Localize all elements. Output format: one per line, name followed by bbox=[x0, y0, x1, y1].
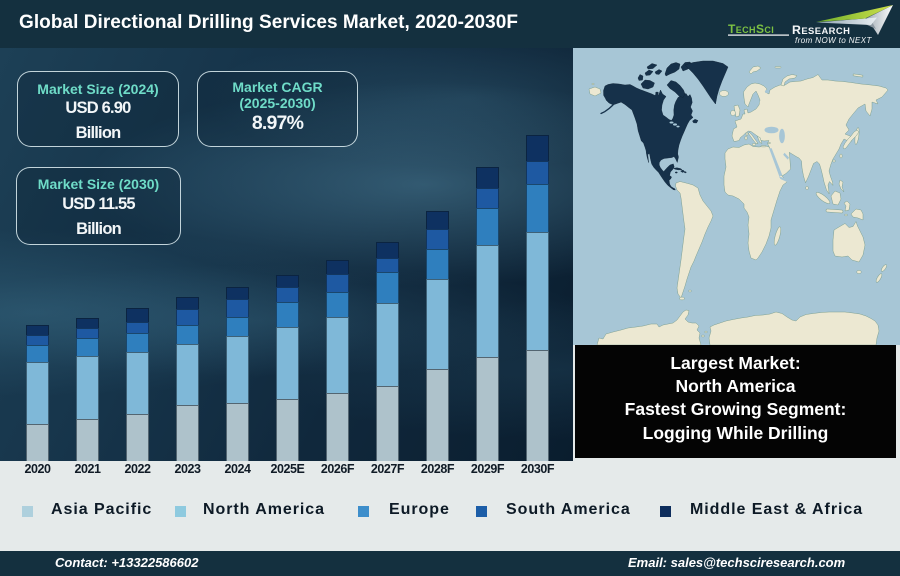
svg-text:from NOW to NEXT: from NOW to NEXT bbox=[795, 36, 872, 45]
svg-text:TECHSCI: TECHSCI bbox=[728, 22, 774, 36]
svg-text:RESEARCH: RESEARCH bbox=[792, 23, 850, 37]
